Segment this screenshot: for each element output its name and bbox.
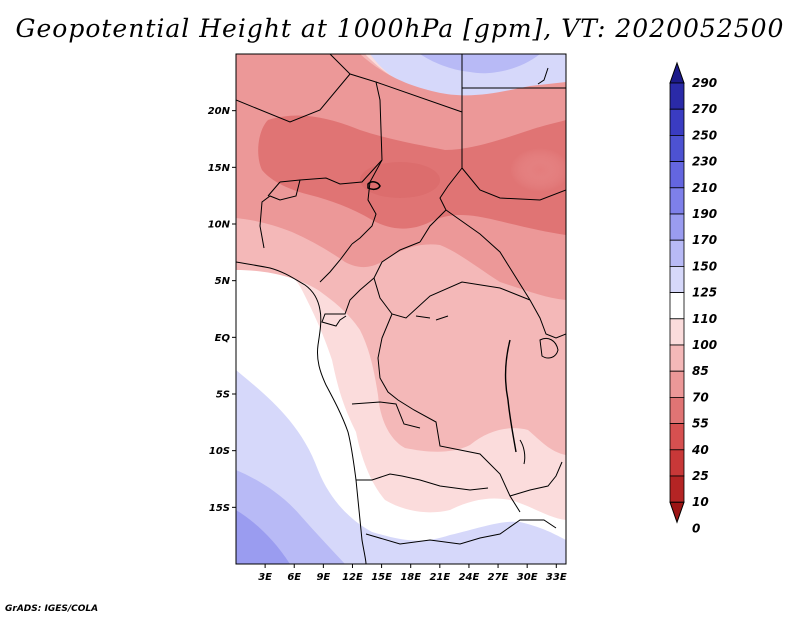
- colorbar-segment: [669, 161, 685, 189]
- y-tick-label: 5N: [215, 276, 231, 287]
- colorbar-label: 40: [691, 443, 709, 457]
- colorbar-segment: [669, 423, 685, 451]
- colorbar-segment: [669, 134, 685, 162]
- credit-label: GrADS: IGES/COLA: [5, 604, 99, 614]
- colorbar-label: 125: [692, 286, 717, 300]
- y-tick-label: 15S: [209, 503, 230, 514]
- contour-170-190: [236, 510, 290, 564]
- colorbar-segment: [669, 396, 685, 424]
- colorbar-segment: [669, 318, 685, 346]
- y-tick-label: 20N: [208, 106, 231, 117]
- colorbar-label: 0: [692, 521, 700, 535]
- colorbar-top-arrow: [669, 61, 685, 84]
- x-tick-label: 12E: [342, 572, 363, 583]
- colorbar-segment: [669, 344, 685, 372]
- colorbar-label: 150: [692, 259, 717, 273]
- colorbar-label: 10: [692, 495, 709, 509]
- colorbar-label: 290: [692, 76, 717, 90]
- x-tick-label: 9E: [316, 572, 330, 583]
- colorbar-label: 250: [692, 128, 717, 142]
- colorbar-segment: [669, 449, 685, 477]
- map-title: Geopotential Height at 1000hPa [gpm], VT…: [15, 14, 785, 43]
- x-tick-label: 6E: [287, 572, 301, 583]
- x-tick-label: 15E: [371, 572, 392, 583]
- y-tick-label: 10N: [208, 220, 231, 231]
- colorbar-label: 55: [692, 417, 709, 431]
- y-tick-label: 15N: [208, 163, 231, 174]
- map-frame: [236, 54, 566, 564]
- x-tick-label: 18E: [400, 572, 421, 583]
- x-tick-label: 21E: [429, 572, 450, 583]
- x-tick-label: 24E: [459, 572, 480, 583]
- colorbar-segment: [669, 370, 685, 398]
- boundaries: [236, 54, 566, 564]
- colorbar-label: 85: [692, 364, 709, 378]
- y-axis: 20N 15N 10N 5N EQ 5S 10S 15S: [208, 106, 236, 514]
- y-tick-label: 5S: [216, 390, 230, 401]
- colorbar-label: 210: [692, 181, 717, 195]
- colorbar-segment: [669, 292, 685, 320]
- x-tick-label: 3E: [258, 572, 272, 583]
- colorbar-bottom-arrow: [669, 501, 685, 524]
- colorbar: 2902702502302101901701501251101008570554…: [669, 61, 717, 535]
- colorbar-segment: [669, 265, 685, 293]
- colorbar-label: 190: [692, 207, 717, 221]
- colorbar-segment: [669, 239, 685, 267]
- colorbar-segment: [669, 475, 685, 503]
- map-border: [235, 53, 567, 565]
- colorbar-label: 270: [692, 102, 717, 116]
- x-tick-label: 27E: [488, 572, 509, 583]
- colorbar-segment: [669, 187, 685, 215]
- x-tick-label: 33E: [546, 572, 567, 583]
- colorbar-label: 25: [692, 469, 709, 483]
- colorbar-label: 110: [692, 312, 717, 326]
- colorbar-segment: [669, 213, 685, 241]
- contour-125-150: [236, 370, 566, 564]
- coastline: [236, 261, 367, 564]
- colorbar-label: 100: [692, 338, 717, 352]
- y-tick-label: 10S: [209, 446, 230, 457]
- y-tick-label: EQ: [215, 333, 231, 344]
- colorbar-segment: [669, 82, 685, 110]
- colorbar-label: 70: [692, 390, 709, 404]
- x-axis: 3E 6E 9E 12E 15E 18E 21E 24E 27E 30E 33E: [258, 564, 567, 583]
- x-tick-label: 30E: [517, 572, 538, 583]
- colorbar-segment: [669, 108, 685, 136]
- colorbar-label: 170: [692, 233, 717, 247]
- colorbar-label: 230: [692, 155, 717, 169]
- contour-max-hotspot: [510, 148, 566, 192]
